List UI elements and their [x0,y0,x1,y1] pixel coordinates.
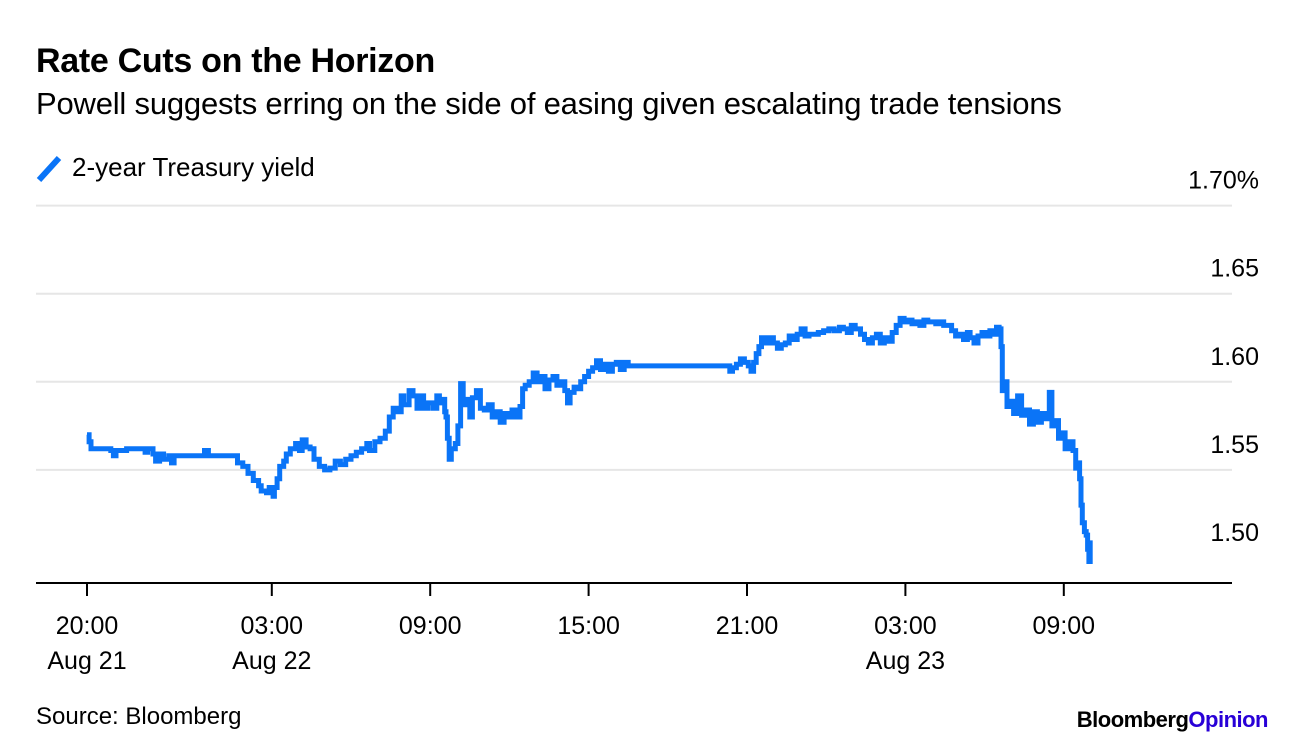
y-tick-label: 1.65 [1210,255,1259,283]
x-tick-label-time: 09:00 [399,612,462,640]
x-tick-label-time: 15:00 [557,612,620,640]
x-tick-label-date: Aug 21 [47,647,126,675]
y-tick-label: 1.60 [1210,343,1259,371]
chart-subtitle: Powell suggests erring on the side of ea… [36,86,1062,121]
x-tick-label-time: 03:00 [874,612,937,640]
legend: 2-year Treasury yield [36,152,315,183]
x-tick-label-time: 03:00 [241,612,304,640]
x-tick-label-date: Aug 23 [866,647,945,675]
chart-title: Rate Cuts on the Horizon [36,42,435,80]
source-note: Source: Bloomberg [36,703,242,730]
y-tick-label: 1.55 [1210,431,1259,459]
x-tick-label-time: 09:00 [1033,612,1096,640]
brand-logo-part1: Bloomberg [1076,707,1189,732]
x-tick-label-time: 21:00 [716,612,779,640]
y-tick-label: 1.70% [1188,167,1259,195]
x-tick-label-date: Aug 22 [232,647,311,675]
y-tick-label: 1.50 [1210,519,1259,547]
series-line-2yr-yield [86,315,1093,564]
legend-label: 2-year Treasury yield [72,152,315,182]
x-tick-label-time: 20:00 [56,612,119,640]
brand-logo-part2: Opinion [1188,707,1268,732]
legend-swatch-icon [36,155,62,182]
brand-logo: BloombergOpinion [1076,707,1269,733]
